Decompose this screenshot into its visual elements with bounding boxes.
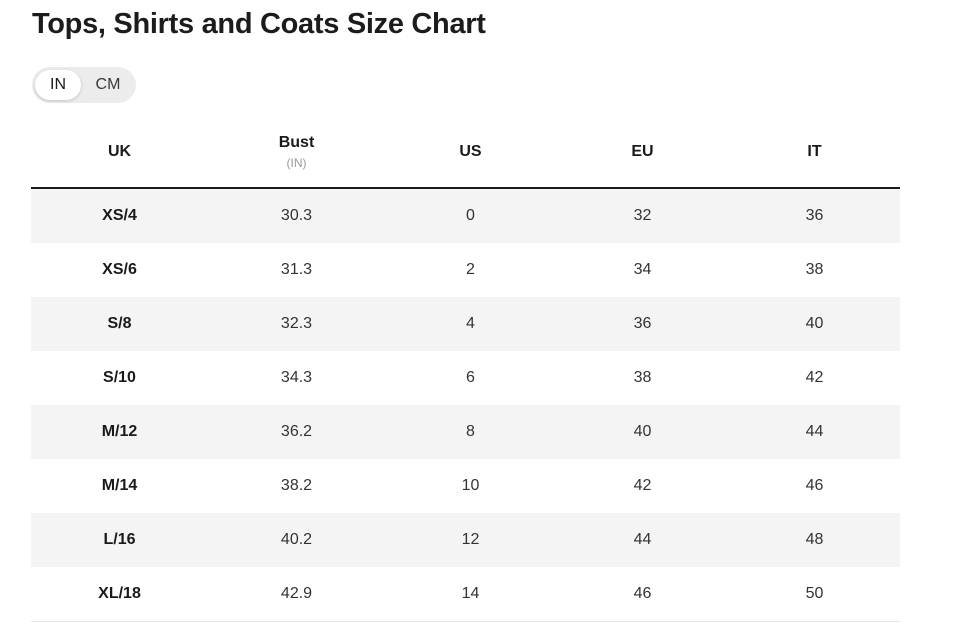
cell-us: 2 bbox=[466, 261, 475, 278]
header-eu: EU bbox=[556, 117, 729, 189]
table-row: M/12 36.2 8 40 44 bbox=[31, 405, 900, 459]
cell-us: 6 bbox=[466, 369, 475, 386]
cell-us: 4 bbox=[385, 297, 556, 351]
cell-bust: 40.2 bbox=[208, 513, 385, 567]
cell-eu: 36 bbox=[556, 297, 729, 351]
cell-bust: 42.9 bbox=[208, 567, 385, 622]
cell-it: 48 bbox=[729, 513, 900, 567]
cell-eu: 34 bbox=[633, 261, 652, 278]
table-row: S/8 32.3 4 36 40 bbox=[31, 297, 900, 351]
cell-us: 0 bbox=[385, 188, 556, 243]
cell-bust: 36.2 bbox=[208, 405, 385, 459]
cell-bust: 38.2 bbox=[280, 477, 313, 494]
table-row: XL/18 42.9 14 46 50 bbox=[31, 567, 900, 622]
size-chart-table: UK Bust (IN) US EU IT XS/4 30.3 0 32 36 X… bbox=[31, 117, 900, 622]
page-title: Tops, Shirts and Coats Size Chart bbox=[32, 8, 486, 40]
cell-it: 42 bbox=[805, 369, 824, 386]
cell-it: 40 bbox=[729, 297, 900, 351]
cell-us: 8 bbox=[385, 405, 556, 459]
table-row: S/10 34.3 6 38 42 bbox=[31, 351, 900, 405]
unit-toggle: IN CM bbox=[32, 67, 136, 103]
cell-uk: XS/4 bbox=[31, 188, 208, 243]
table-row: XS/6 31.3 2 34 38 bbox=[31, 243, 900, 297]
cell-uk: XL/18 bbox=[31, 567, 208, 622]
header-bust-unit: (IN) bbox=[286, 156, 307, 170]
cell-bust: 30.3 bbox=[208, 188, 385, 243]
cell-eu: 46 bbox=[556, 567, 729, 622]
table-row: M/14 38.2 10 42 46 bbox=[31, 459, 900, 513]
cell-us: 12 bbox=[385, 513, 556, 567]
cell-it: 36 bbox=[729, 188, 900, 243]
cell-it: 46 bbox=[805, 477, 824, 494]
table-header-row: UK Bust (IN) US EU IT bbox=[31, 117, 900, 189]
cell-it: 50 bbox=[729, 567, 900, 622]
header-it: IT bbox=[729, 117, 900, 189]
cell-eu: 32 bbox=[556, 188, 729, 243]
cell-uk: XS/6 bbox=[102, 261, 137, 278]
header-bust-label: Bust bbox=[278, 134, 315, 151]
unit-option-in[interactable]: IN bbox=[35, 70, 81, 100]
cell-uk: L/16 bbox=[31, 513, 208, 567]
cell-us: 10 bbox=[461, 477, 480, 494]
cell-us: 14 bbox=[385, 567, 556, 622]
cell-bust: 31.3 bbox=[280, 261, 313, 278]
cell-uk: S/8 bbox=[31, 297, 208, 351]
cell-uk: M/12 bbox=[31, 405, 208, 459]
cell-eu: 38 bbox=[633, 369, 652, 386]
cell-uk: M/14 bbox=[101, 477, 138, 494]
header-uk: UK bbox=[31, 117, 208, 189]
cell-eu: 40 bbox=[556, 405, 729, 459]
table-row: L/16 40.2 12 44 48 bbox=[31, 513, 900, 567]
cell-eu: 42 bbox=[633, 477, 652, 494]
cell-it: 44 bbox=[729, 405, 900, 459]
cell-it: 38 bbox=[805, 261, 824, 278]
cell-eu: 44 bbox=[556, 513, 729, 567]
cell-bust: 32.3 bbox=[208, 297, 385, 351]
header-bust: Bust (IN) bbox=[208, 117, 385, 189]
header-us: US bbox=[385, 117, 556, 189]
cell-bust: 34.3 bbox=[280, 369, 313, 386]
unit-option-cm[interactable]: CM bbox=[95, 76, 121, 93]
cell-uk: S/10 bbox=[103, 369, 136, 386]
table-row: XS/4 30.3 0 32 36 bbox=[31, 188, 900, 243]
